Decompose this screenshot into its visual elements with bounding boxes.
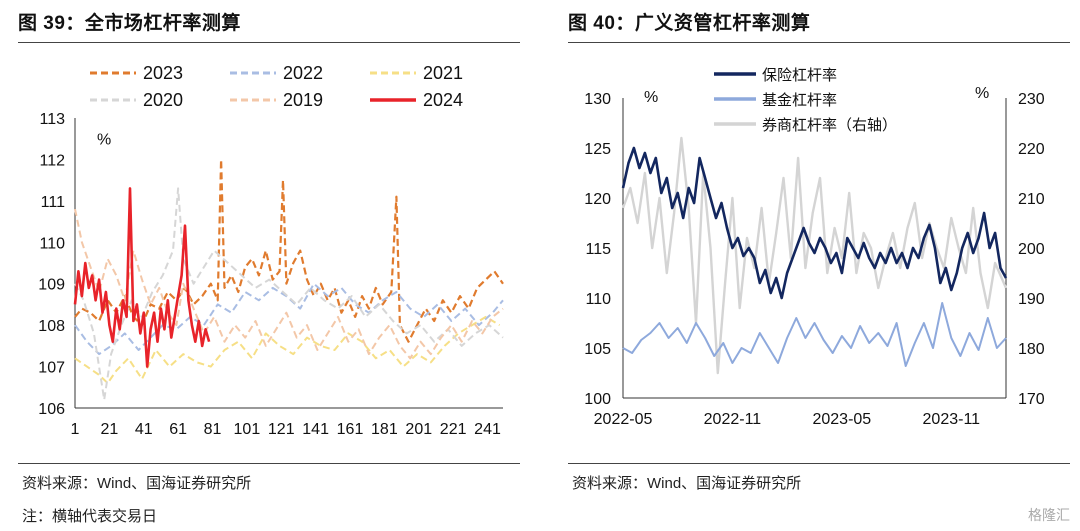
y-tick-label: 108 <box>38 318 65 335</box>
left-axis-note: 注：横轴代表交易日 <box>22 508 158 525</box>
x-tick-label: 181 <box>371 421 398 438</box>
x-tick-label: 201 <box>405 421 432 438</box>
legend-label: 2024 <box>423 90 463 110</box>
legend-label: 2020 <box>143 90 183 110</box>
y-right-tick-label: 210 <box>1018 191 1045 208</box>
x-tick-label: 221 <box>440 421 467 438</box>
header-divider-left <box>18 42 520 43</box>
y-right-tick-label: 180 <box>1018 341 1045 358</box>
y-right-tick-label: 230 <box>1018 91 1045 108</box>
legend-label: 券商杠杆率（右轴） <box>762 117 897 134</box>
series-line-2023 <box>74 158 504 343</box>
legend-label: 2019 <box>283 90 323 110</box>
y-tick-label: 112 <box>39 152 65 169</box>
left-chart-title: 图 39：全市场杠杆率测算 <box>18 13 241 34</box>
y-left-tick-label: 115 <box>585 241 611 258</box>
y-right-tick-label: 170 <box>1018 391 1045 408</box>
y-tick-label: 106 <box>38 401 65 418</box>
right-chart-title: 图 40：广义资管杠杆率测算 <box>568 13 811 34</box>
y-unit-label: % <box>97 132 111 149</box>
series-line-2021 <box>74 315 501 385</box>
x-tick-label: 141 <box>302 421 329 438</box>
series-line-2024 <box>73 187 211 368</box>
series-line-券商杠杆率（右轴） <box>621 136 1008 375</box>
header-divider-right <box>568 42 1070 43</box>
y-tick-label: 107 <box>38 360 65 377</box>
y-left-tick-label: 105 <box>584 341 611 358</box>
y-left-tick-label: 110 <box>585 291 611 308</box>
legend-label: 2023 <box>143 63 183 83</box>
y-left-tick-label: 100 <box>584 391 611 408</box>
y-right-tick-label: 190 <box>1018 291 1045 308</box>
x-tick-label: 241 <box>474 421 501 438</box>
y-left-tick-label: 130 <box>584 91 611 108</box>
x-tick-label: 2023-05 <box>812 411 871 428</box>
y-tick-label: 113 <box>39 111 65 128</box>
x-tick-label: 2022-11 <box>704 411 762 428</box>
y-left-tick-label: 120 <box>584 191 611 208</box>
left-source-note: 资料来源：Wind、国海证券研究所 <box>22 475 252 492</box>
y-tick-label: 111 <box>41 194 65 211</box>
footer-divider-right <box>568 463 1070 464</box>
footer-divider-left <box>18 463 520 464</box>
x-tick-label: 2022-05 <box>594 411 653 428</box>
x-tick-label: 121 <box>268 421 295 438</box>
x-tick-label: 101 <box>234 421 261 438</box>
y-right-tick-label: 220 <box>1018 141 1045 158</box>
y-right-unit-label: % <box>975 85 989 102</box>
asset-management-leverage-chart: 100 105 110 115 120 125 130 170 180 190 200 210 220 2… <box>584 67 1045 428</box>
legend-label: 2022 <box>283 63 323 83</box>
x-tick-label: 1 <box>71 421 80 438</box>
x-tick-label: 41 <box>135 421 153 438</box>
y-right-tick-label: 200 <box>1018 241 1045 258</box>
y-left-tick-label: 125 <box>584 141 611 158</box>
y-left-unit-label: % <box>644 89 658 106</box>
legend-label: 保险杠杆率 <box>762 67 837 84</box>
series-line-基金杠杆率 <box>622 302 1007 367</box>
series-line-2020 <box>74 187 504 401</box>
right-source-note: 资料来源：Wind、国海证券研究所 <box>572 475 802 492</box>
watermark-logo: 格隆汇 <box>1028 507 1070 523</box>
legend-label: 基金杠杆率 <box>762 92 837 109</box>
x-tick-label: 81 <box>204 421 222 438</box>
y-tick-label: 109 <box>38 277 65 294</box>
series-line-2019 <box>74 208 504 360</box>
x-tick-label: 21 <box>100 421 118 438</box>
y-tick-label: 110 <box>39 235 65 252</box>
x-tick-label: 161 <box>337 421 364 438</box>
series-line-保险杠杆率 <box>621 146 1008 300</box>
x-tick-label: 2023-11 <box>923 411 981 428</box>
legend-label: 2021 <box>423 63 463 83</box>
x-tick-label: 61 <box>169 421 187 438</box>
